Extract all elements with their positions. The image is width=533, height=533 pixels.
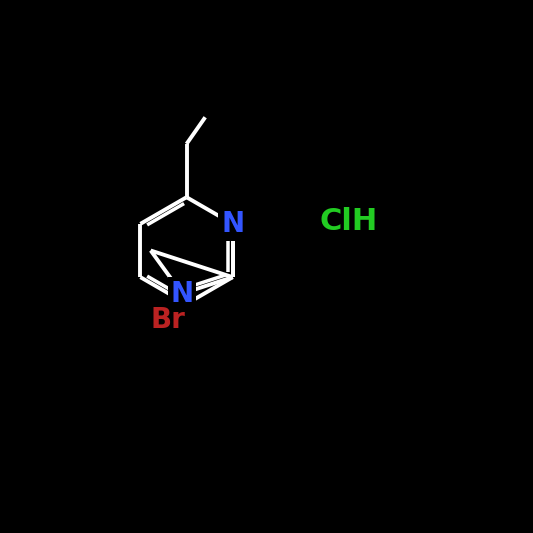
- Text: N: N: [171, 280, 193, 308]
- Text: N: N: [221, 210, 244, 238]
- Text: ClH: ClH: [320, 207, 378, 236]
- Text: Br: Br: [150, 306, 185, 334]
